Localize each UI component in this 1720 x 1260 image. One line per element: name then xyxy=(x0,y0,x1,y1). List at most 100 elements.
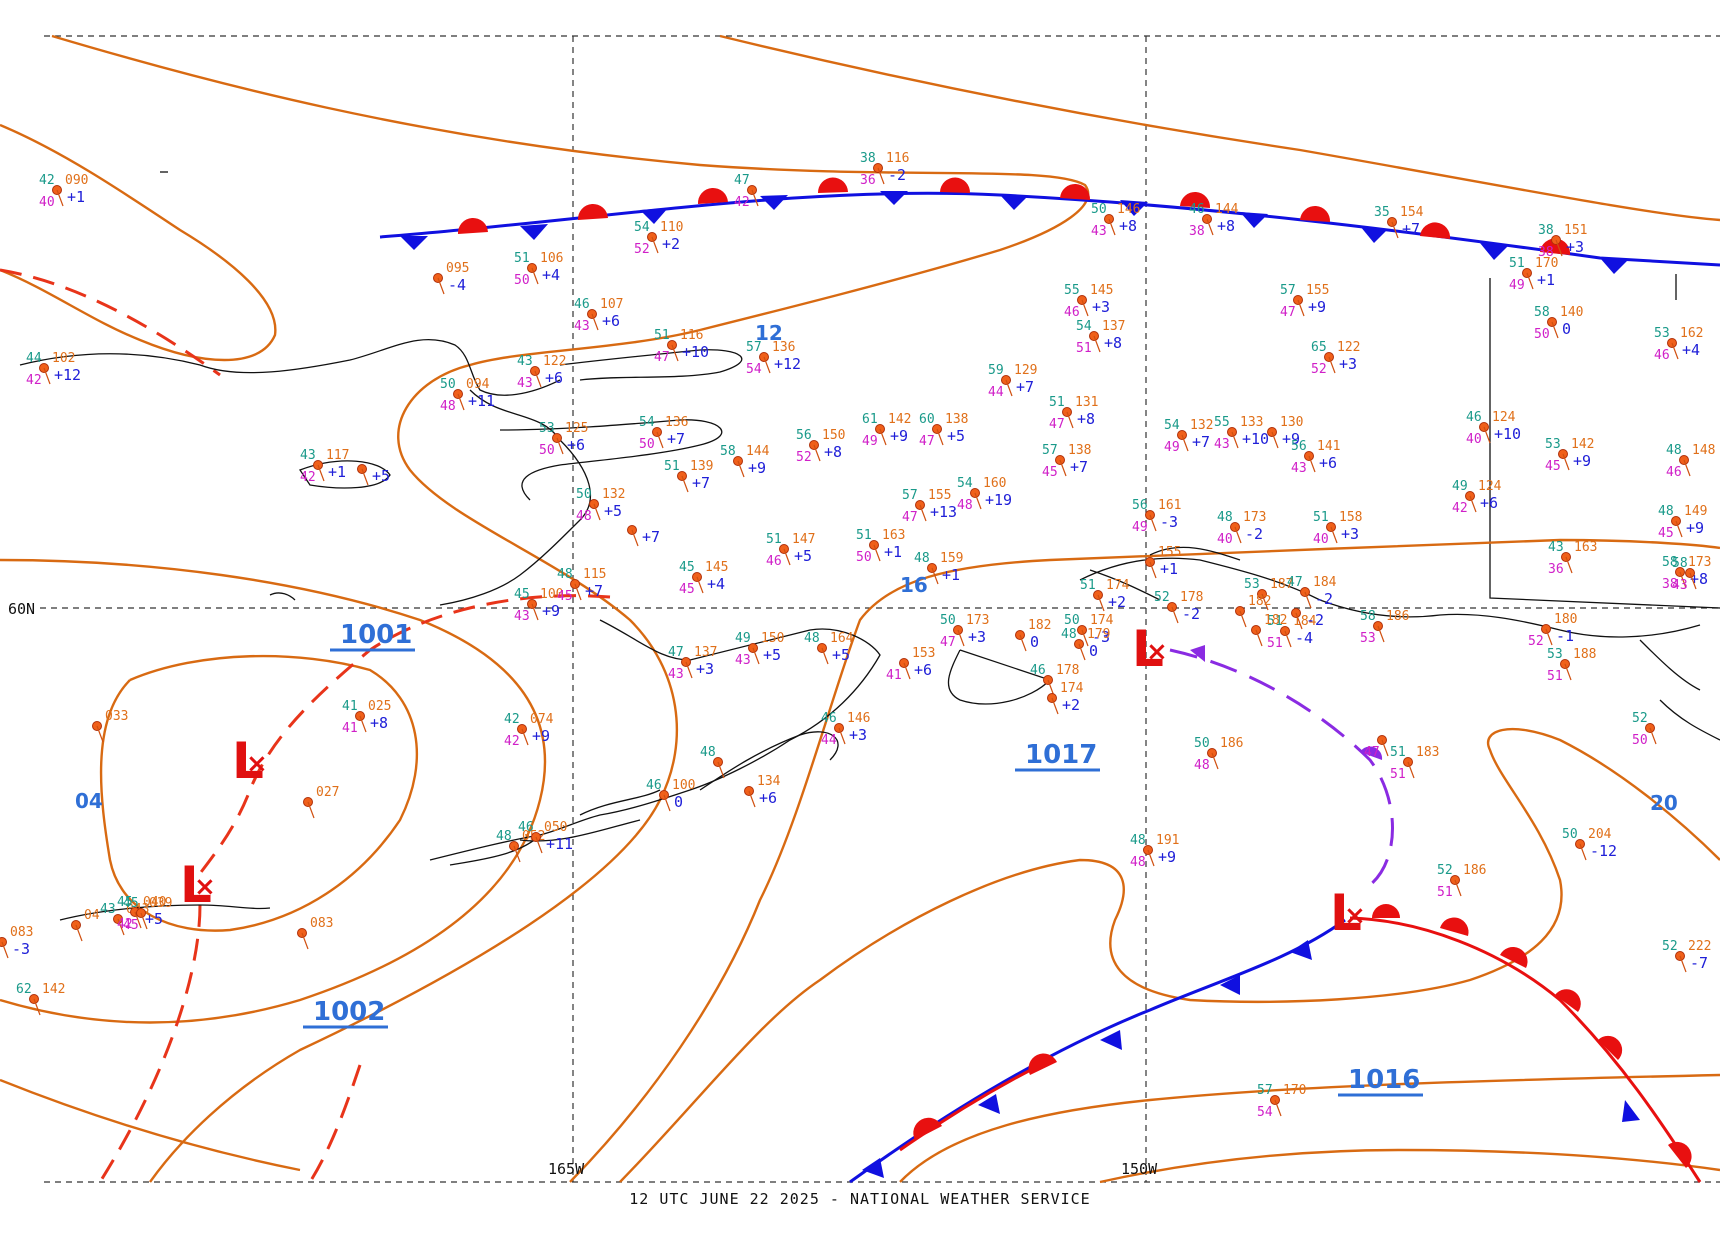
station-plot: 50 47 173+3 xyxy=(940,613,989,650)
station-pressure: 188 xyxy=(1573,647,1596,662)
station-pressure: 136 xyxy=(665,415,688,430)
station-pressure-tendency: +1 xyxy=(328,463,346,481)
station-pressure: 187 xyxy=(1270,577,1293,592)
occluded-front xyxy=(1169,645,1394,887)
station-temperature: 51 xyxy=(766,532,782,547)
station-pressure: 145 xyxy=(705,560,728,575)
station-plot: 51 51 184-4 xyxy=(1267,614,1317,651)
station-pressure: 027 xyxy=(316,785,339,800)
station-pressure-tendency: +6 xyxy=(1319,454,1337,472)
station-dewpoint: 38 xyxy=(1189,224,1205,239)
station-dewpoint: 45 xyxy=(1658,526,1674,541)
station-temperature: 57 xyxy=(746,340,762,355)
station-pressure: 149 xyxy=(1684,504,1707,519)
wind-barb xyxy=(737,460,745,478)
wind-barb xyxy=(591,313,599,331)
wind-barb xyxy=(1649,727,1657,745)
station-temperature: 51 xyxy=(1080,578,1096,593)
station-pressure-tendency: +5 xyxy=(832,646,850,664)
station-pressure-tendency: +9 xyxy=(532,727,550,745)
station-dewpoint: 43 xyxy=(735,653,751,668)
station-dewpoint: 40 xyxy=(1466,432,1482,447)
wind-barb xyxy=(873,544,881,562)
wind-barb xyxy=(1081,629,1089,647)
station-pressure-tendency: -2 xyxy=(1315,590,1333,608)
station-pressure-tendency: +2 xyxy=(1062,696,1080,714)
station-pressure-tendency: +7 xyxy=(667,430,685,448)
station-plot: 083 xyxy=(297,916,333,950)
station-plot: 52 180-1 xyxy=(1528,612,1577,649)
station-temperature: 45 xyxy=(117,895,133,910)
wind-barb xyxy=(117,918,125,936)
low-symbol: L xyxy=(1330,884,1362,942)
station-plot: 51 47 131+8 xyxy=(1049,395,1098,432)
station-dewpoint: 38 xyxy=(1662,577,1678,592)
wind-barb xyxy=(1066,411,1074,429)
station-dewpoint: 49 xyxy=(1132,520,1148,535)
station-pressure-tendency: -7 xyxy=(1690,954,1708,972)
station-pressure: 040 xyxy=(143,895,166,910)
isobar-label-04: 04 xyxy=(75,789,103,813)
station-temperature: 51 xyxy=(1390,745,1406,760)
station-temperature: 50 xyxy=(440,377,456,392)
station-pressure: 174 xyxy=(1106,578,1130,593)
wind-barb xyxy=(813,444,821,462)
station-temperature: 61 xyxy=(862,412,878,427)
wind-barb xyxy=(574,583,582,601)
station-dewpoint: 54 xyxy=(1257,1105,1273,1120)
station-pressure: 151 xyxy=(1564,223,1587,238)
station-pressure: 163 xyxy=(1574,540,1597,555)
station-plot: 182 xyxy=(1235,594,1271,628)
station-pressure-tendency: +1 xyxy=(1160,560,1178,578)
station-dewpoint: 42 xyxy=(117,917,133,932)
lon-label-150w: 150W xyxy=(1121,1160,1158,1178)
station-pressure-tendency: +10 xyxy=(1242,430,1269,448)
wind-barb xyxy=(1377,625,1385,643)
station-temperature: 52 xyxy=(1437,863,1453,878)
wind-barb xyxy=(361,468,369,486)
station-pressure: 186 xyxy=(1463,863,1486,878)
station-temperature: 48 xyxy=(557,567,573,582)
station-plot: 42 40 090+1 xyxy=(39,173,88,210)
wind-barb xyxy=(1391,221,1399,239)
station-pressure-tendency: +11 xyxy=(468,392,495,410)
station-temperature: 45 xyxy=(123,896,139,911)
station-dewpoint: 42 xyxy=(1452,501,1468,516)
station-pressure: 142 xyxy=(888,412,911,427)
station-plot: 51 49 170+1 xyxy=(1509,256,1558,293)
station-plot: 41 41 025+8 xyxy=(342,699,391,736)
station-pressure-tendency: +7 xyxy=(1402,220,1420,238)
wind-barb xyxy=(1330,526,1338,544)
station-temperature: 55 xyxy=(1214,415,1230,430)
wind-barb xyxy=(1671,342,1679,360)
station-temperature: 65 xyxy=(1311,340,1327,355)
station-pressure: 142 xyxy=(42,982,65,997)
station-dewpoint: 51 xyxy=(1267,636,1283,651)
station-temperature: 54 xyxy=(634,220,650,235)
station-plot: 155+1 xyxy=(1145,545,1181,579)
wind-barb xyxy=(681,475,689,493)
station-temperature: 54 xyxy=(639,415,655,430)
station-plot: 56 52 150+8 xyxy=(796,428,845,465)
isobar-label-1001: 1001 xyxy=(340,620,412,650)
station-dewpoint: 48 xyxy=(1194,758,1210,773)
station-pressure-tendency: 0 xyxy=(1089,642,1098,660)
station-dewpoint: 49 xyxy=(1509,278,1525,293)
wind-barb xyxy=(593,503,601,521)
station-pressure-tendency: +12 xyxy=(54,366,81,384)
station-temperature: 50 xyxy=(1091,202,1107,217)
wind-barb xyxy=(1274,1099,1282,1117)
station-pressure-tendency: +1 xyxy=(1537,271,1555,289)
station-pressure-tendency: +9 xyxy=(1686,519,1704,537)
station-pressure: 130 xyxy=(1280,415,1303,430)
station-pressure: 161 xyxy=(1158,498,1181,513)
wind-barb xyxy=(1019,634,1027,652)
station-dewpoint: 46 xyxy=(766,554,782,569)
station-pressure-tendency: +5 xyxy=(794,547,812,565)
station-pressure: 137 xyxy=(1102,319,1125,334)
station-pressure: 158 xyxy=(1339,510,1362,525)
station-pressure: 090 xyxy=(65,173,88,188)
warm-front xyxy=(1349,904,1702,1183)
